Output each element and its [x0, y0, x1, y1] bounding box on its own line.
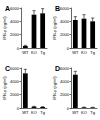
svg-text:KO: KO: [81, 50, 87, 55]
svg-text:C: C: [5, 65, 10, 72]
svg-text:KO: KO: [31, 110, 37, 115]
svg-text:KO: KO: [31, 50, 37, 55]
svg-text:4000: 4000: [10, 19, 20, 24]
svg-text:Tg: Tg: [40, 50, 45, 55]
svg-text:2000: 2000: [60, 92, 70, 97]
svg-text:Tg: Tg: [90, 50, 95, 55]
svg-text:0: 0: [17, 106, 20, 111]
svg-text:6000: 6000: [60, 6, 70, 11]
svg-text:WT: WT: [22, 50, 29, 55]
svg-text:B: B: [55, 5, 60, 12]
svg-text:WT: WT: [72, 110, 79, 115]
svg-text:IFN-γ (pg/ml): IFN-γ (pg/ml): [52, 76, 57, 100]
svg-text:0: 0: [17, 46, 20, 51]
svg-text:0: 0: [67, 46, 70, 51]
svg-text:D: D: [55, 65, 60, 72]
svg-text:Tg: Tg: [90, 110, 95, 115]
svg-text:6000: 6000: [10, 6, 20, 11]
svg-text:2000: 2000: [10, 32, 20, 37]
svg-text:KO: KO: [81, 110, 87, 115]
svg-text:4000: 4000: [10, 79, 20, 84]
svg-text:2000: 2000: [10, 92, 20, 97]
svg-text:4000: 4000: [60, 79, 70, 84]
svg-text:IFN-γ (pg/ml): IFN-γ (pg/ml): [2, 16, 7, 40]
svg-text:4000: 4000: [60, 19, 70, 24]
svg-text:IFN-γ (pg/ml): IFN-γ (pg/ml): [52, 16, 57, 40]
svg-text:6000: 6000: [60, 66, 70, 71]
svg-text:WT: WT: [22, 110, 29, 115]
svg-text:0: 0: [67, 106, 70, 111]
svg-text:6000: 6000: [10, 66, 20, 71]
svg-text:A: A: [5, 5, 10, 12]
svg-text:WT: WT: [72, 50, 79, 55]
svg-text:Tg: Tg: [40, 110, 45, 115]
svg-text:2000: 2000: [60, 32, 70, 37]
svg-text:IFN-γ (pg/ml): IFN-γ (pg/ml): [2, 76, 7, 100]
